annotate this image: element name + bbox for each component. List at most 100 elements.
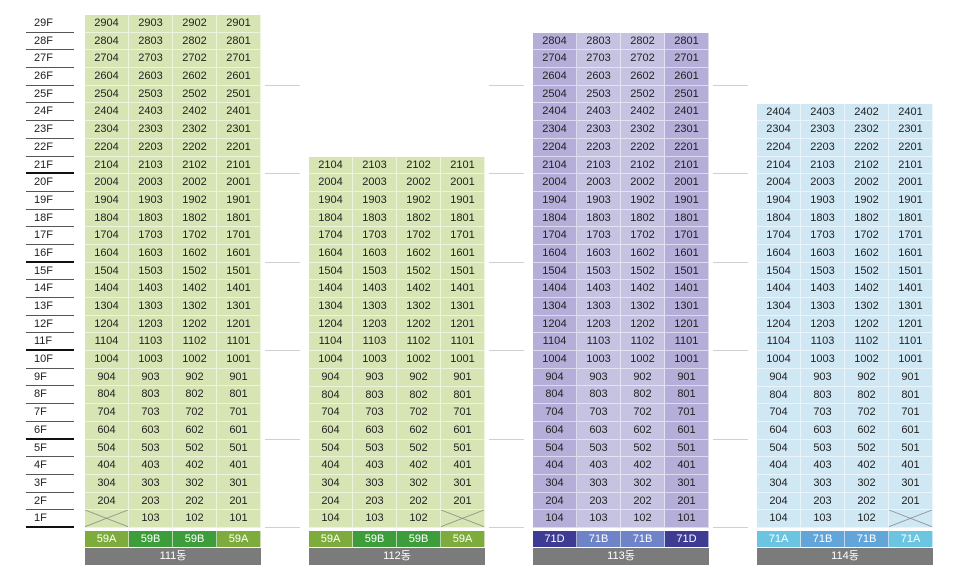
unit-cell: 1004 [533,351,577,369]
unit-cell: 2804 [85,32,129,51]
unit-cell: 1701 [665,227,709,245]
unit-type-badge: 59A [217,530,261,547]
unit-cell: 1204 [533,315,577,334]
unit-cell: 2501 [217,85,261,104]
unit-cell: 2002 [621,174,665,192]
unit-cell: 503 [577,439,621,458]
unit-cell: 2203 [801,138,845,157]
unit-cell: 2201 [665,138,709,157]
unit-cell: 1002 [621,351,665,369]
building-112: 2104 2103 2102 2101 2004 2003 2002 2001 1904 1903… [309,156,485,566]
building-name: 114동 [757,548,933,565]
unit-cell: 2103 [353,156,397,175]
unit-cell: 1101 [217,333,261,352]
unit-cell: 2604 [85,68,129,86]
unit-cell: 2102 [845,156,889,175]
unit-cell: 1104 [309,333,353,352]
unit-cell: 1704 [533,227,577,245]
unit-cell: 404 [85,457,129,475]
unit-cell: 1402 [397,280,441,299]
unit-cell: 101 [665,510,709,528]
separator-line [265,527,300,529]
unit-cell: 701 [665,404,709,422]
unit-cell: 801 [665,386,709,405]
floor-label: 16F [26,245,74,263]
unit-cell: 504 [757,439,801,458]
unit-cell: 701 [889,404,933,422]
unit-cell: 1702 [621,227,665,245]
unit-cell: 1302 [173,298,217,316]
floor-label: 8F [26,386,74,405]
unit-cell: 2004 [85,174,129,192]
unit-cell: 2002 [173,174,217,192]
unit-grid: 2104 2103 2102 2101 2004 2003 2002 2001 1904 1903… [309,156,485,529]
unit-cell: 1902 [621,191,665,210]
unit-cell: 2402 [621,103,665,122]
unit-cell: 301 [665,474,709,493]
empty-unit-cross [441,510,485,529]
unit-cell: 2603 [577,68,621,86]
unit-cell: 404 [309,457,353,475]
unit-cell: 801 [889,386,933,405]
unit-type-badge: 59A [309,531,353,548]
unit-cell: 703 [353,404,397,422]
floor-label: 14F [26,280,74,298]
unit-cell: 1801 [665,209,709,228]
building-111: 2904 2903 2902 2901 2804 2803 2802 2801 2704 2703… [85,15,261,565]
unit-cell: 2802 [621,32,665,51]
unit-cell: 202 [173,492,217,511]
unit-cell: 2002 [397,174,441,192]
unit-cell: 2302 [621,121,665,139]
unit-cell: 1903 [577,191,621,210]
unit-cell: 801 [441,386,485,405]
unit-cell: 503 [353,439,397,458]
unit-cell: 402 [173,457,217,475]
unit-cell: 1902 [173,191,217,210]
unit-cell: 402 [621,457,665,475]
unit-cell: 1401 [665,280,709,298]
unit-cell: 2701 [665,50,709,69]
unit-cell: 2803 [577,32,621,51]
unit-cell: 2001 [665,174,709,192]
unit-cell: 1304 [85,298,129,316]
separator-line [489,350,524,352]
unit-cell: 504 [533,439,577,458]
unit-cell: 1303 [577,298,621,316]
unit-cell: 502 [621,439,665,458]
unit-cell: 1801 [217,209,261,228]
unit-cell: 603 [129,421,173,440]
unit-cell: 2301 [889,121,933,139]
unit-cell: 2602 [173,68,217,86]
unit-cell: 401 [889,457,933,475]
unit-cell: 1804 [757,209,801,228]
unit-cell: 104 [757,510,801,528]
unit-cell: 1602 [845,245,889,263]
unit-cell: 1703 [129,227,173,245]
unit-cell: 1202 [845,315,889,334]
unit-cell: 601 [889,421,933,440]
unit-type-badge: 71D [665,530,709,547]
unit-cell: 1002 [845,351,889,369]
unit-cell: 2901 [217,15,261,33]
unit-type-badge: 71B [577,530,621,547]
unit-cell: 2103 [801,156,845,175]
unit-cell: 1603 [129,244,173,263]
unit-cell: 604 [757,421,801,440]
unit-cell: 1902 [845,191,889,210]
unit-cell: 1301 [441,298,485,316]
unit-cell: 201 [441,492,485,511]
unit-cell: 1701 [889,227,933,245]
unit-cell: 704 [85,404,129,422]
unit-cell: 2402 [845,103,889,122]
unit-cell: 803 [353,386,397,405]
unit-cell: 1604 [757,245,801,263]
unit-cell: 2701 [217,50,261,69]
unit-cell: 203 [353,492,397,511]
unit-cell: 1703 [801,227,845,245]
floor-label: 3F [26,475,74,493]
separator-line [265,350,300,352]
separator-line [265,438,300,440]
unit-cell: 2501 [665,85,709,104]
unit-cell: 902 [173,368,217,387]
unit-cell: 604 [85,421,129,440]
